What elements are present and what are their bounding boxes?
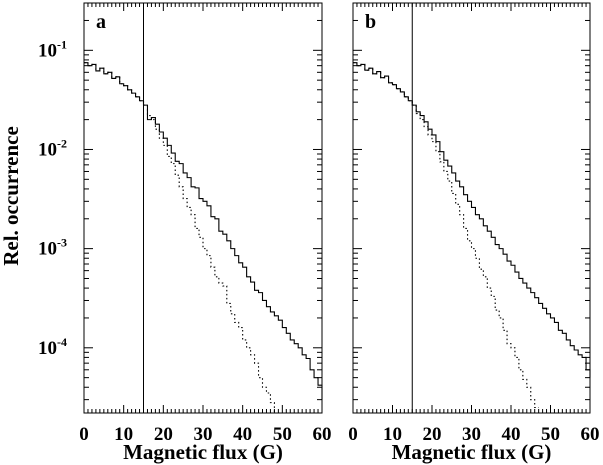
plot-frame (83, 2, 323, 414)
x-tick-label: 30 (462, 424, 481, 445)
x-axis-title: Magnetic flux (G) (123, 440, 283, 464)
x-axis-title: Magnetic flux (G) (392, 440, 552, 464)
y-tick-base: 10 (38, 239, 57, 260)
x-tick-label: 0 (79, 424, 89, 445)
x-tick-label: 20 (154, 424, 173, 445)
panel-letter: b (365, 11, 376, 33)
y-tick-exponent: -4 (57, 335, 67, 349)
x-tick-label: 10 (383, 424, 402, 445)
x-tick-label: 60 (581, 424, 600, 445)
y-tick-base: 10 (38, 139, 57, 160)
x-tick-label: 0 (348, 424, 358, 445)
series-dotted (84, 62, 279, 414)
y-tick-label: 10-2 (38, 136, 67, 160)
x-tick-label: 30 (194, 424, 213, 445)
y-tick-label: 10-3 (38, 236, 67, 260)
y-tick-exponent: -2 (57, 136, 67, 150)
series-solid (353, 62, 591, 378)
y-tick-label: 10-1 (38, 37, 67, 61)
x-tick-label: 60 (313, 424, 332, 445)
x-tick-label: 40 (502, 424, 521, 445)
y-axis-labels: 10-110-210-310-4 (38, 37, 67, 358)
y-tick-base: 10 (38, 338, 57, 359)
y-tick-base: 10 (38, 40, 57, 61)
x-tick-label: 40 (233, 424, 252, 445)
panel-a: 0 10 20 30 40 50 60 Magnetic flux (G) a (79, 2, 332, 464)
x-tick-label: 50 (273, 424, 292, 445)
y-tick-exponent: -1 (57, 37, 67, 51)
x-tick-label: 10 (114, 424, 133, 445)
series-dotted (353, 62, 539, 409)
x-tick-label: 20 (423, 424, 442, 445)
y-tick-exponent: -3 (57, 236, 67, 250)
panel-b: 0 10 20 30 40 50 60 Magnetic flux (G) b (348, 2, 600, 464)
x-tick-label: 50 (541, 424, 560, 445)
series-solid (84, 62, 323, 400)
y-axis-title: Rel. occurrence (0, 126, 23, 266)
y-tick-label: 10-4 (38, 335, 67, 359)
panel-letter: a (96, 11, 106, 33)
panels-layer: 0 10 20 30 40 50 60 Magnetic flux (G) a 0 10 20 30 40… (79, 2, 600, 464)
